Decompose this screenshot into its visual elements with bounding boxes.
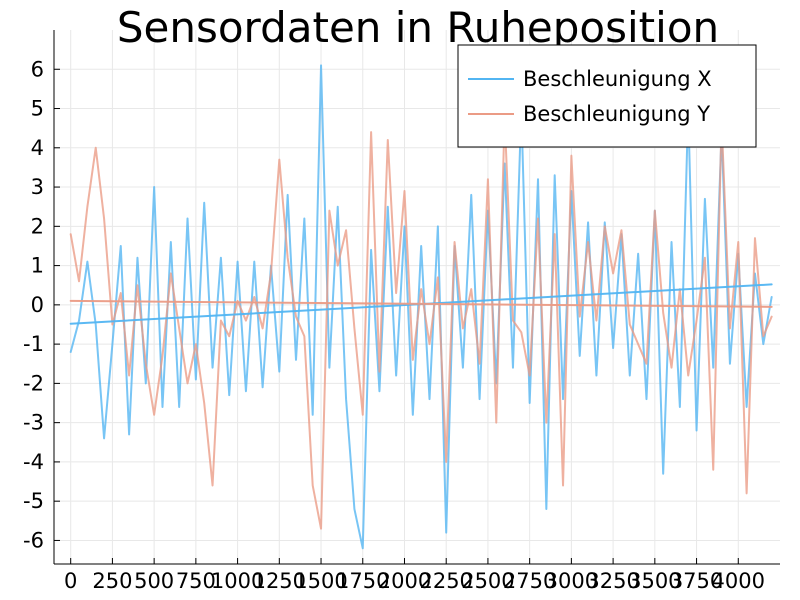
y-tick-label: 5 (31, 97, 44, 121)
tick-layer: 0 250 500 750100012501500175020002250250027… (23, 57, 765, 593)
x-tick-label: 250 (92, 569, 132, 593)
x-tick-label: 3500 (628, 569, 681, 593)
x-tick-label: 2750 (503, 569, 556, 593)
chart-title: Sensordaten in Ruheposition (117, 3, 719, 52)
y-tick-label: 3 (31, 175, 44, 199)
x-tick-label: 500 (134, 569, 174, 593)
x-tick-label: 1000 (211, 569, 264, 593)
legend: Beschleunigung X Beschleunigung Y (457, 44, 757, 148)
y-tick-label: -2 (23, 371, 44, 395)
y-tick-label: 2 (31, 214, 44, 238)
x-tick-label: 4000 (712, 569, 765, 593)
y-tick-label: -4 (23, 450, 44, 474)
y-tick-label: -6 (23, 528, 44, 552)
x-tick-label: 3750 (670, 569, 723, 593)
series-trend-line-3 (69, 299, 773, 308)
x-tick-label: 2500 (461, 569, 514, 593)
legend-items: Beschleunigung X Beschleunigung Y (468, 67, 712, 126)
x-tick-label: 3250 (586, 569, 639, 593)
x-tick-label: 0 (64, 569, 77, 593)
x-tick-label: 1250 (253, 569, 306, 593)
grid-layer (54, 30, 780, 564)
y-tick-label: 4 (31, 136, 44, 160)
axes-layer (53, 30, 780, 565)
legend-box (457, 44, 757, 148)
y-tick-label: 6 (31, 57, 44, 81)
x-tick-label: 750 (176, 569, 216, 593)
x-tick-label: 1750 (336, 569, 389, 593)
series-layer (69, 64, 773, 550)
x-tick-label: 2250 (419, 569, 472, 593)
y-tick-label: -3 (23, 411, 44, 435)
y-tick-label: 1 (31, 254, 44, 278)
series-line-1 (69, 115, 773, 530)
y-tick-label: -5 (23, 489, 44, 513)
legend-label: Beschleunigung Y (523, 102, 710, 126)
x-tick-label: 3000 (545, 569, 598, 593)
legend-label: Beschleunigung X (523, 67, 712, 91)
x-tick-label: 2000 (378, 569, 431, 593)
y-tick-label: 0 (31, 293, 44, 317)
x-tick-label: 1500 (294, 569, 347, 593)
y-tick-label: -1 (23, 332, 44, 356)
